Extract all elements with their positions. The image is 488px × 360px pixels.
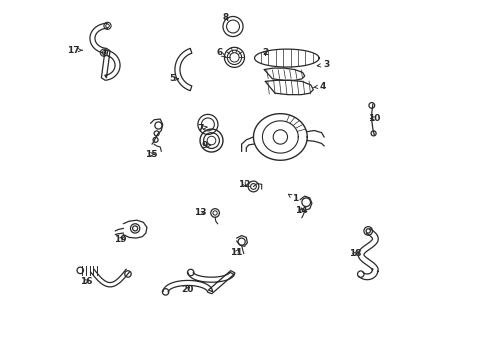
Text: 9: 9: [201, 141, 210, 150]
Text: 18: 18: [348, 249, 361, 258]
Text: 7: 7: [197, 123, 206, 132]
Text: 11: 11: [230, 248, 243, 257]
Text: 4: 4: [313, 82, 325, 91]
Text: 8: 8: [222, 13, 228, 22]
Text: 20: 20: [181, 285, 193, 294]
Text: 16: 16: [80, 276, 92, 285]
Text: 10: 10: [367, 114, 380, 123]
Text: 19: 19: [114, 235, 127, 244]
Text: 2: 2: [262, 48, 268, 57]
Text: 15: 15: [145, 150, 157, 159]
Text: 6: 6: [216, 48, 225, 57]
Text: 14: 14: [294, 206, 307, 215]
Text: 13: 13: [194, 208, 206, 217]
Text: 12: 12: [238, 180, 250, 189]
Text: 1: 1: [288, 194, 297, 203]
Text: 5: 5: [168, 75, 178, 84]
Text: 17: 17: [67, 46, 82, 55]
Text: 3: 3: [317, 60, 329, 69]
